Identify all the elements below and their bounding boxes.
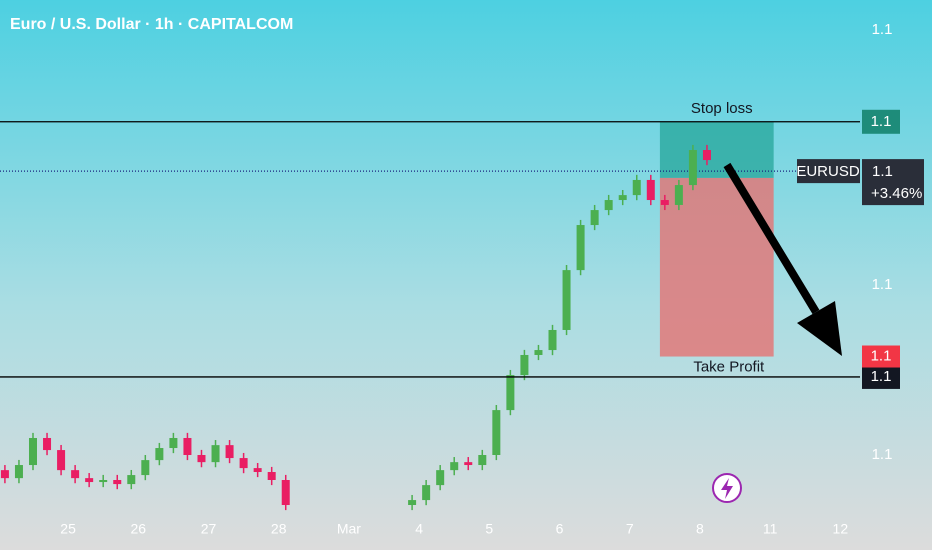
x-tick-label: 8 (696, 521, 704, 537)
candle-body (548, 329, 557, 351)
candle-body (674, 185, 683, 205)
x-tick-label: 6 (556, 521, 564, 537)
x-tick-label: 28 (271, 521, 287, 537)
take-label: 1.1 (871, 347, 892, 364)
x-tick-label: Mar (337, 521, 361, 537)
candle-body (702, 150, 711, 161)
candle-body (28, 437, 37, 466)
candle-body (211, 445, 220, 463)
candle-body (646, 179, 655, 201)
y-tick-label: 1.1 (872, 446, 893, 463)
y-tick-label: 1.1 (872, 21, 893, 38)
x-tick-label: 27 (201, 521, 217, 537)
candle-body (506, 375, 515, 411)
candle-body (534, 350, 543, 355)
candle-body (408, 500, 417, 506)
candle-body (71, 470, 80, 479)
candle-body (660, 200, 669, 205)
chart-title: Euro / U.S. Dollar · 1h · CAPITALCOM (10, 16, 293, 33)
arrow-head (797, 301, 842, 356)
candle-body (520, 354, 529, 376)
candle-body (562, 270, 571, 330)
icon-bolt (721, 478, 733, 499)
price-label: 1.1 (871, 368, 892, 385)
x-tick-label: 25 (60, 521, 76, 537)
y-tick-label: 1.1 (872, 276, 893, 293)
candle-body (618, 195, 627, 201)
symbol-box (797, 159, 860, 184)
candle-body (57, 450, 66, 471)
x-tick-label: 11 (763, 521, 778, 537)
arrow (723, 162, 842, 356)
stop-zone (659, 121, 774, 178)
change-label: +3.46% (871, 185, 922, 202)
candle-body (183, 437, 192, 455)
candle-body (141, 460, 150, 476)
candle-body (478, 454, 487, 466)
stop-label-box (862, 109, 900, 134)
candle-body (197, 454, 206, 463)
candle-body (576, 225, 585, 271)
take-profit-text: Take Profit (693, 358, 765, 375)
candle-body (99, 480, 108, 483)
candle-body (253, 468, 262, 473)
lightning-icon (712, 473, 742, 503)
x-tick-label: 4 (415, 521, 423, 537)
candle-body (492, 410, 501, 455)
candle-body (632, 179, 641, 196)
candle-body (239, 458, 248, 469)
candle-body (688, 150, 697, 186)
x-tick-label: 12 (833, 521, 849, 537)
stop-label: 1.1 (871, 113, 892, 130)
candle-body (0, 470, 9, 479)
take-label-box (862, 345, 900, 368)
candle-body (450, 462, 459, 471)
candle-body (422, 485, 431, 501)
candle-body (113, 480, 122, 485)
candle-body (155, 448, 164, 461)
last-price-label: 1.1 (872, 163, 893, 180)
candle-body (127, 475, 136, 485)
candle-body (590, 210, 599, 226)
price-label-box (862, 364, 900, 389)
candle-body (464, 462, 473, 466)
candle-body (604, 200, 613, 211)
last-price-box (862, 159, 924, 206)
x-tick-label: 7 (626, 521, 634, 537)
candle-body (225, 445, 234, 459)
candle-body (85, 478, 94, 483)
candle-body (267, 472, 276, 481)
candle-body (14, 465, 23, 479)
x-tick-label: 26 (131, 521, 147, 537)
candle-body (169, 437, 178, 449)
candle-body (436, 470, 445, 486)
symbol-label: EURUSD (796, 163, 860, 180)
candle-body (281, 480, 290, 506)
arrow-shaft (723, 162, 820, 315)
x-tick-label: 5 (485, 521, 493, 537)
candle-body (43, 437, 52, 451)
stop-loss-text: Stop loss (691, 100, 753, 117)
